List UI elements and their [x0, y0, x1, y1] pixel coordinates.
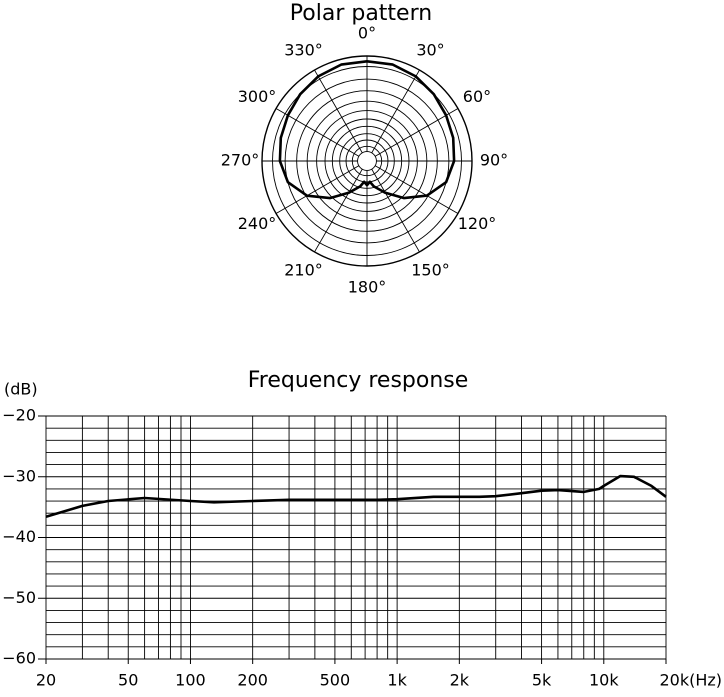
spoke [374, 108, 459, 157]
y-tick-label: −20 [2, 406, 36, 425]
angle-label: 30° [416, 41, 444, 60]
y-tick-label: −50 [2, 588, 36, 607]
x-tick-label: 5k [532, 671, 552, 690]
x-tick-label: 100 [175, 671, 206, 690]
angle-label: 330° [284, 41, 323, 60]
spoke [314, 168, 363, 253]
spoke [314, 69, 363, 154]
spoke [275, 165, 360, 214]
frequency-title: Frequency response [248, 368, 469, 393]
polar-title: Polar pattern [290, 1, 432, 26]
angle-label: 120° [458, 214, 497, 233]
spoke [371, 69, 420, 154]
angle-label: 90° [480, 151, 508, 170]
response-curve [45, 474, 667, 519]
angle-label: 60° [463, 87, 491, 106]
angle-label: 240° [238, 214, 277, 233]
spoke [275, 108, 360, 157]
x-tick-label: 10k [589, 671, 619, 690]
angle-label: 150° [411, 260, 450, 279]
x-tick-label: 2k [450, 671, 470, 690]
x-tick-label: 1k [387, 671, 407, 690]
x-tick-label: 20k(Hz) [659, 671, 722, 690]
x-tick-label: 20 [36, 671, 56, 690]
x-tick-label: 50 [118, 671, 138, 690]
angle-label: 210° [284, 260, 323, 279]
x-tick-label: 500 [320, 671, 351, 690]
angle-label: 300° [238, 87, 277, 106]
polar-curve [278, 60, 456, 200]
angle-label: 0° [358, 24, 376, 43]
y-axis-label: (dB) [4, 380, 38, 399]
x-tick-label: 200 [237, 671, 268, 690]
angle-label: 270° [221, 151, 260, 170]
ring [357, 151, 377, 171]
y-tick-label: −40 [2, 527, 36, 546]
y-tick-label: −30 [2, 466, 36, 485]
y-tick-label: −60 [2, 649, 36, 668]
spoke [371, 168, 420, 253]
spoke [374, 165, 459, 214]
angle-label: 180° [348, 278, 387, 297]
